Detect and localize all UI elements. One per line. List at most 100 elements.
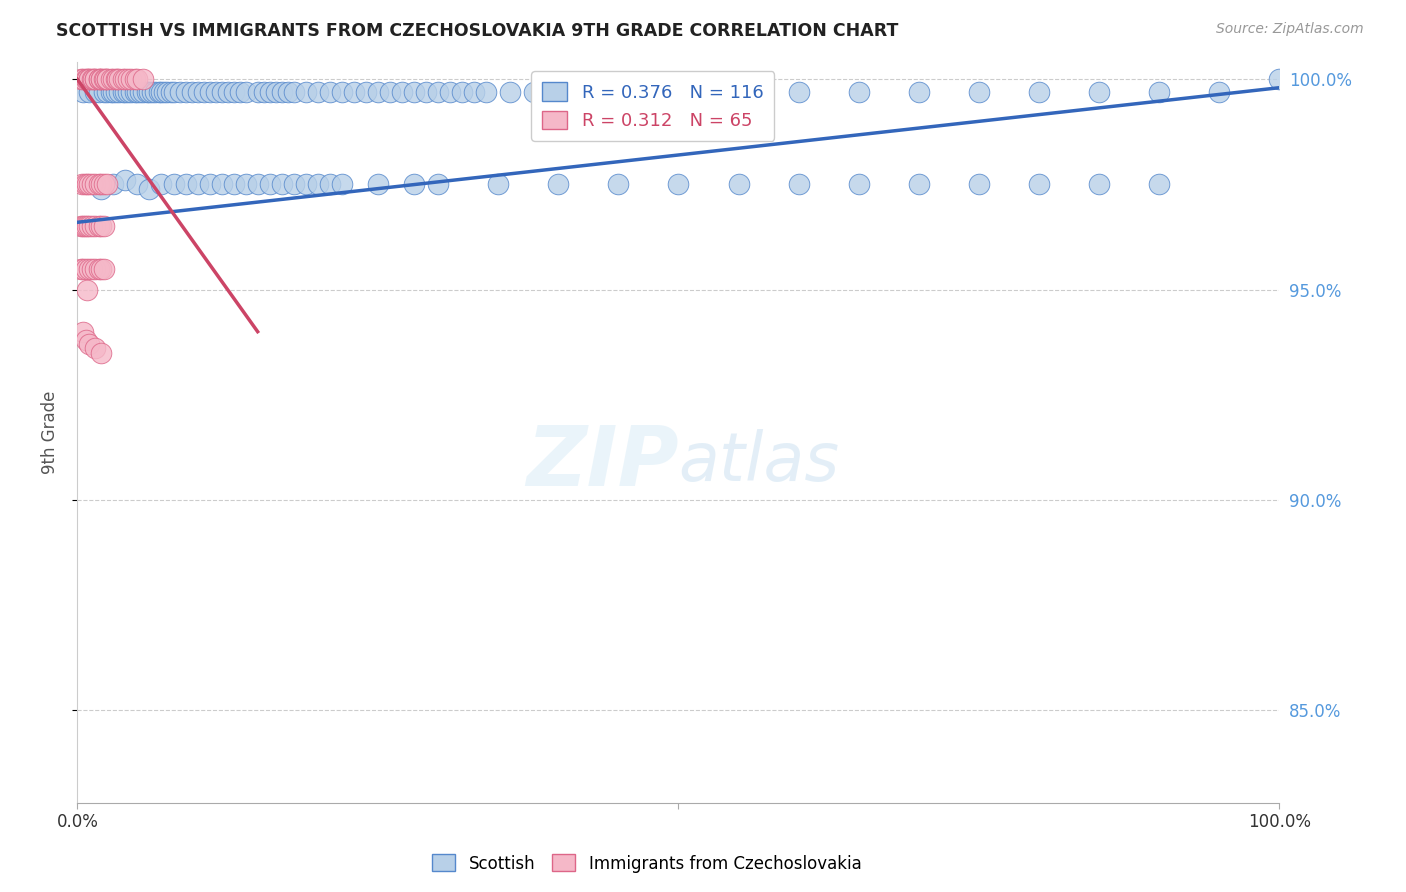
Point — [100, 85, 122, 99]
Point — [1088, 85, 1111, 99]
Point — [235, 178, 257, 192]
Point — [319, 85, 342, 99]
Point — [87, 219, 110, 234]
Point — [211, 178, 233, 192]
Point — [198, 178, 221, 192]
Point — [96, 72, 118, 87]
Point — [80, 72, 103, 87]
Text: SCOTTISH VS IMMIGRANTS FROM CZECHOSLOVAKIA 9TH GRADE CORRELATION CHART: SCOTTISH VS IMMIGRANTS FROM CZECHOSLOVAK… — [56, 22, 898, 40]
Point — [330, 85, 353, 99]
Point — [148, 85, 170, 99]
Point — [76, 219, 98, 234]
Point — [1028, 178, 1050, 192]
Point — [246, 85, 269, 99]
Point — [319, 178, 342, 192]
Point — [228, 85, 250, 99]
Point — [87, 72, 110, 87]
Point — [114, 85, 136, 99]
Point — [169, 85, 191, 99]
Point — [72, 85, 94, 99]
Point — [727, 178, 749, 192]
Point — [1268, 72, 1291, 87]
Point — [90, 178, 112, 192]
Point — [427, 178, 450, 192]
Point — [70, 219, 93, 234]
Point — [80, 261, 103, 276]
Point — [104, 85, 127, 99]
Point — [96, 72, 118, 87]
Point — [117, 72, 139, 87]
Point — [127, 72, 149, 87]
Point — [145, 85, 167, 99]
Point — [595, 85, 617, 99]
Point — [187, 85, 209, 99]
Point — [211, 85, 233, 99]
Point — [523, 85, 546, 99]
Point — [75, 72, 97, 87]
Point — [103, 85, 125, 99]
Point — [111, 72, 134, 87]
Point — [141, 85, 163, 99]
Point — [90, 72, 112, 87]
Point — [124, 85, 146, 99]
Point — [103, 178, 125, 192]
Point — [124, 72, 146, 87]
Point — [270, 178, 292, 192]
Point — [90, 219, 112, 234]
Point — [253, 85, 276, 99]
Point — [75, 261, 97, 276]
Point — [475, 85, 498, 99]
Point — [1208, 85, 1230, 99]
Point — [294, 85, 316, 99]
Point — [486, 178, 509, 192]
Point — [79, 219, 101, 234]
Point — [967, 85, 990, 99]
Point — [75, 333, 97, 347]
Point — [402, 178, 425, 192]
Point — [222, 178, 245, 192]
Point — [79, 72, 101, 87]
Point — [391, 85, 413, 99]
Point — [90, 345, 112, 359]
Point — [367, 178, 389, 192]
Point — [120, 85, 142, 99]
Point — [93, 261, 115, 276]
Point — [104, 72, 127, 87]
Point — [87, 261, 110, 276]
Point — [80, 178, 103, 192]
Point — [72, 261, 94, 276]
Point — [138, 85, 160, 99]
Point — [1149, 178, 1171, 192]
Point — [94, 72, 117, 87]
Point — [270, 85, 292, 99]
Legend: R = 0.376   N = 116, R = 0.312   N = 65: R = 0.376 N = 116, R = 0.312 N = 65 — [531, 71, 775, 141]
Point — [114, 173, 136, 187]
Point — [367, 85, 389, 99]
Point — [174, 85, 197, 99]
Point — [100, 72, 122, 87]
Point — [87, 178, 110, 192]
Point — [138, 181, 160, 195]
Point — [127, 85, 149, 99]
Point — [84, 72, 107, 87]
Point — [76, 283, 98, 297]
Point — [307, 178, 329, 192]
Point — [1028, 85, 1050, 99]
Point — [463, 85, 485, 99]
Text: atlas: atlas — [679, 429, 839, 495]
Point — [93, 219, 115, 234]
Point — [76, 72, 98, 87]
Point — [547, 178, 569, 192]
Point — [378, 85, 401, 99]
Point — [117, 85, 139, 99]
Point — [72, 72, 94, 87]
Point — [93, 85, 115, 99]
Point — [120, 72, 142, 87]
Point — [787, 178, 810, 192]
Point — [84, 342, 107, 356]
Point — [283, 178, 305, 192]
Point — [70, 72, 93, 87]
Point — [330, 178, 353, 192]
Point — [87, 85, 110, 99]
Point — [848, 178, 870, 192]
